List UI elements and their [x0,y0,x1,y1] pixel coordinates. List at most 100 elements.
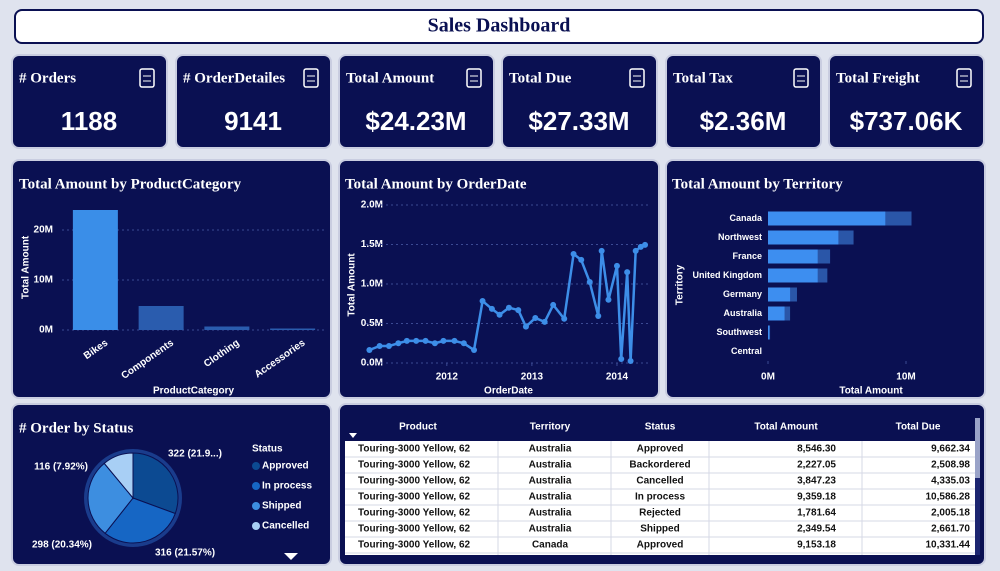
legend-label[interactable]: Cancelled [262,521,309,532]
kpi-label: # OrderDetailes [183,70,285,86]
kpi-label: Total Due [509,70,572,86]
scrollbar-thumb[interactable] [975,418,980,478]
table-cell: 9,662.34 [931,444,970,455]
table-header: Product [399,422,437,433]
table-cell: Touring-3000 Yellow, 62 [358,540,471,551]
y-tick-label: Australia [723,308,763,318]
x-tick-label: 2012 [436,372,459,383]
table-cell: 2,005.18 [931,508,970,519]
scrollbar-track [975,418,980,555]
table-cell: Touring-3000 Yellow, 62 [358,460,471,471]
kpi-value: 1188 [61,106,117,136]
y-tick-label: 10M [34,275,53,286]
table-cell: Shipped [640,524,679,535]
line-point [578,256,585,263]
legend-swatch [252,482,260,490]
bar [768,325,770,340]
line-point [479,297,486,304]
y-tick-label: United Kingdom [693,270,763,280]
table-header: Total Due [896,422,941,433]
line-point [522,323,529,330]
bar [768,287,791,302]
x-axis-title: OrderDate [484,386,533,397]
kpi-value: $2.36M [700,106,787,136]
line-point [627,358,634,365]
chart-title: Total Amount by ProductCategory [19,176,242,192]
kpi-label: Total Amount [346,70,434,86]
table-cell: Approved [637,540,684,551]
legend-label[interactable]: Shipped [262,501,301,512]
title-bar [14,9,984,44]
legend-swatch [252,522,260,530]
line-point [366,346,373,353]
line-point [632,247,639,254]
table-cell: Cancelled [636,476,683,487]
legend-label[interactable]: In process [262,481,312,492]
y-tick-label: 20M [34,225,53,236]
line-point [460,340,467,347]
x-axis-title: Total Amount [839,386,903,397]
y-tick-label: Germany [723,289,762,299]
kpi-icon [303,68,319,88]
line-point [440,337,447,344]
line-point [471,346,478,353]
kpi-label: # Orders [19,70,76,86]
table-cell: Rejected [639,508,681,519]
kpi-icon [793,68,809,88]
table-cell: 9,359.18 [797,492,836,503]
sort-arrow[interactable] [349,433,357,438]
legend-swatch [252,462,260,470]
line-point [496,311,503,318]
kpi-value: $27.33M [528,106,629,136]
kpi-icon [466,68,482,88]
table-cell: In process [635,492,685,503]
line-point [413,337,420,344]
line-point [642,241,649,248]
bar [138,306,184,330]
table-cell: 3,847.23 [797,476,836,487]
table-cell: Australia [529,460,572,471]
line-point [395,340,402,347]
kpi-value: 9141 [224,106,282,136]
kpi-icon [956,68,972,88]
table-cell: Approved [637,444,684,455]
table-cell: Australia [529,476,572,487]
kpi-card [501,54,658,149]
x-tick-label: 0M [761,372,775,383]
y-tick-label: 0M [39,325,53,336]
line-point [586,279,593,286]
legend-scroll-arrow[interactable] [284,553,298,560]
line-point [613,262,620,269]
line-point [598,247,605,254]
line-point [541,318,548,325]
x-tick-label: 10M [896,372,915,383]
line-point [505,304,512,311]
table-header: Total Amount [754,422,818,433]
pie-slice [132,452,179,515]
table-cell: 10,586.28 [926,492,971,503]
line-point [561,315,568,322]
pie-data-label: 116 (7.92%) [34,462,88,473]
kpi-label: Total Tax [673,70,733,86]
pie-data-label: 298 (20.34%) [32,540,92,551]
line-point [422,337,429,344]
table-cell: Backordered [629,460,690,471]
x-tick-label: 2014 [606,372,629,383]
table-cell: 8,546.30 [797,444,836,455]
x-tick-label: 2013 [521,372,544,383]
chart-title: Total Amount by Territory [672,176,843,192]
table-cell: 2,227.05 [797,460,836,471]
legend-label[interactable]: Approved [262,461,309,472]
kpi-card [665,54,822,149]
legend-title: Status [252,444,283,455]
bar [768,306,785,321]
table-cell: Australia [529,492,572,503]
line-point [570,250,577,257]
line-point [431,340,438,347]
y-axis-title: Total Amount [347,253,358,317]
y-tick-label: Canada [729,213,763,223]
kpi-label: Total Freight [836,70,920,86]
pie-slice [103,452,134,500]
table-cell: Touring-3000 Yellow, 62 [358,508,471,519]
